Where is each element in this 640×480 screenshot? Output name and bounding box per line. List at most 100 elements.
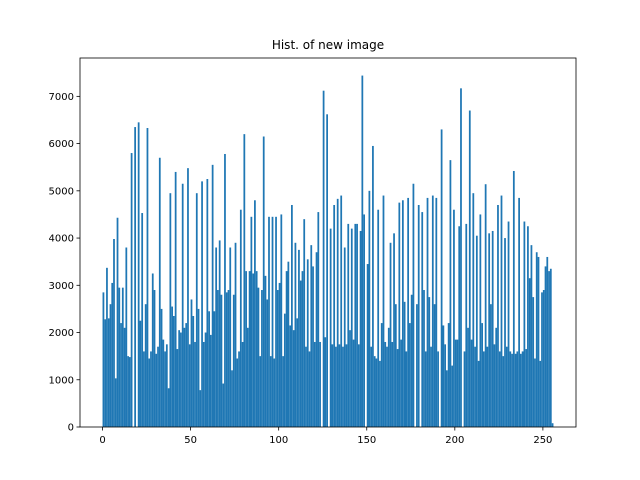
bar — [546, 256, 549, 427]
chart-title: Hist. of new image — [272, 38, 384, 52]
bar — [204, 332, 207, 427]
bar — [266, 299, 269, 427]
bar — [444, 344, 447, 427]
bar — [532, 297, 535, 427]
y-tick-label: 4000 — [49, 234, 74, 245]
bar — [181, 183, 184, 427]
bar — [104, 319, 107, 427]
bar — [312, 266, 314, 427]
bar — [542, 290, 545, 427]
bar — [271, 216, 274, 427]
bar — [333, 204, 336, 427]
bar — [231, 370, 233, 427]
bar — [465, 223, 468, 427]
bar — [405, 351, 408, 427]
bar — [113, 239, 115, 427]
bar — [475, 235, 478, 427]
bar — [467, 327, 469, 427]
bar — [301, 271, 304, 427]
bar — [246, 327, 249, 427]
bar — [294, 242, 297, 427]
bar — [206, 179, 209, 427]
bar — [199, 390, 202, 427]
bar — [213, 311, 216, 427]
bar — [157, 346, 159, 427]
y-tick-label: 6000 — [49, 139, 74, 150]
bar — [287, 261, 290, 427]
bar — [121, 287, 124, 427]
bar — [493, 344, 496, 427]
bar — [477, 360, 480, 427]
bar — [417, 204, 420, 427]
bar — [331, 344, 334, 427]
bar — [289, 325, 292, 427]
bar — [173, 315, 175, 427]
bar — [370, 346, 373, 427]
bar — [185, 323, 188, 427]
bar — [497, 204, 499, 427]
bar — [209, 334, 212, 427]
bar — [162, 339, 165, 427]
bar — [313, 341, 316, 427]
bar — [118, 287, 121, 427]
bar — [180, 332, 182, 427]
bar — [202, 341, 205, 427]
bar — [446, 370, 448, 427]
bar — [283, 313, 286, 427]
bar — [255, 271, 258, 427]
bar — [343, 247, 346, 427]
bar — [141, 213, 144, 427]
bar — [211, 164, 214, 427]
bar — [410, 294, 413, 427]
x-tick-label: 250 — [533, 435, 552, 446]
bar — [516, 351, 519, 427]
bar — [292, 330, 295, 427]
bar — [188, 344, 191, 427]
bar — [361, 75, 364, 428]
bar — [398, 202, 401, 427]
x-tick-label: 0 — [99, 435, 105, 446]
bar — [335, 346, 337, 427]
y-tick-label: 1000 — [49, 375, 74, 386]
bar — [298, 249, 300, 427]
bar — [433, 304, 436, 427]
bar — [454, 339, 457, 427]
bar — [426, 197, 429, 427]
y-tick-label: 0 — [68, 423, 74, 434]
bar — [345, 344, 348, 427]
bar — [483, 351, 485, 427]
x-tick-label: 100 — [269, 435, 288, 446]
bar — [268, 216, 270, 427]
bar — [306, 259, 309, 427]
bar — [229, 247, 232, 427]
bar — [463, 351, 466, 427]
bar — [549, 268, 552, 427]
bar — [215, 247, 218, 427]
bar — [218, 240, 221, 427]
bar — [368, 190, 371, 427]
bar — [317, 212, 320, 427]
bar — [254, 200, 256, 427]
bar — [509, 351, 512, 427]
bar — [261, 290, 263, 427]
bar — [291, 204, 293, 427]
bar — [437, 351, 439, 427]
bar — [474, 346, 476, 427]
bar — [194, 341, 196, 427]
bar — [479, 214, 482, 427]
bar — [308, 351, 311, 427]
bar — [280, 214, 283, 427]
bar — [396, 349, 399, 427]
bar — [252, 273, 255, 427]
bar — [460, 88, 462, 427]
bar — [238, 351, 240, 427]
bar — [275, 216, 277, 427]
bar — [528, 278, 531, 427]
bar — [488, 233, 491, 427]
bar — [310, 245, 313, 427]
bar — [389, 242, 392, 427]
bar — [372, 145, 374, 428]
bar — [197, 308, 200, 427]
bar — [534, 358, 536, 427]
